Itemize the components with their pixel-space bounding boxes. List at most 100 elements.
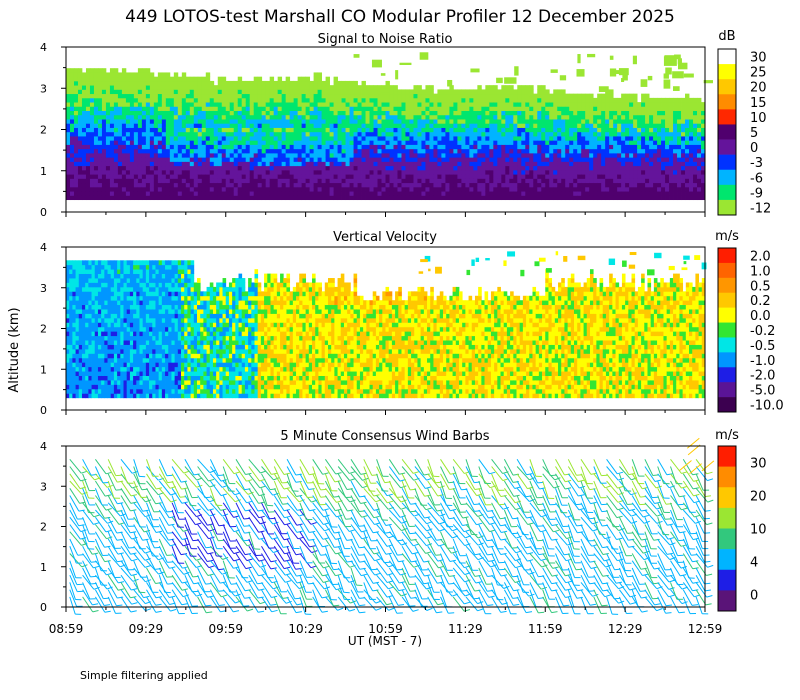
snr-cell (221, 186, 227, 192)
snr-cell (453, 165, 458, 171)
snr-cell (113, 152, 119, 158)
snr-cell (689, 174, 694, 179)
velocity-cell (91, 331, 96, 337)
snr-cell (541, 174, 546, 179)
snr-cell (281, 182, 287, 188)
snr-cell (549, 114, 554, 120)
snr-cell (197, 186, 203, 192)
velocity-cell (104, 326, 108, 332)
snr-cell (445, 114, 450, 120)
snr-cell (169, 127, 175, 133)
snr-cell (601, 119, 606, 124)
snr-cell (433, 110, 438, 116)
velocity-cell (94, 282, 99, 288)
velocity-cell (85, 353, 89, 359)
velocity-cell (110, 269, 115, 274)
snr-cell (433, 106, 438, 111)
snr-cell (517, 93, 522, 99)
velocity-cell (107, 273, 112, 279)
snr-cell (621, 169, 626, 175)
snr-cell (77, 165, 83, 171)
snr-cell (101, 76, 107, 82)
snr-cell (397, 131, 402, 137)
snr-cell (329, 195, 334, 201)
snr-cell (237, 186, 243, 192)
snr-cell (609, 93, 614, 99)
snr-cell (477, 195, 482, 201)
snr-cell (257, 148, 263, 154)
snr-cell (225, 165, 231, 171)
snr-cell (393, 110, 398, 116)
snr-cell (561, 114, 566, 120)
snr-cell (113, 140, 119, 145)
snr-cell (173, 140, 179, 145)
snr-cell (577, 144, 582, 150)
snr-cell (589, 161, 594, 167)
snr-cell (105, 169, 111, 175)
snr-cell (277, 178, 283, 184)
snr-cell (377, 140, 382, 145)
snr-cell (153, 80, 159, 86)
snr-cell (365, 136, 370, 141)
snr-cell (185, 140, 191, 145)
snr-cell (529, 144, 534, 150)
snr-cell (66, 106, 71, 111)
snr-cell (281, 174, 287, 179)
velocity-cell (101, 371, 105, 376)
snr-cell (229, 119, 235, 124)
snr-cell (301, 174, 307, 179)
snr-cell (113, 127, 119, 133)
snr-cell (405, 182, 410, 188)
snr-cell (85, 72, 91, 78)
snr-cell (281, 161, 287, 167)
velocity-cell (81, 357, 86, 363)
snr-cell (101, 152, 107, 158)
snr-cell (573, 114, 578, 120)
snr-cell (413, 127, 418, 133)
snr-cell (97, 93, 103, 99)
snr-cell (177, 157, 183, 162)
snr-cell (73, 72, 79, 78)
snr-cell (193, 195, 199, 201)
snr-cell (81, 114, 87, 120)
snr-cell (473, 152, 478, 158)
snr-cell (681, 195, 686, 201)
snr-cell (165, 136, 171, 141)
snr-cell (221, 97, 227, 103)
snr-cell (261, 157, 267, 162)
snr-cell (241, 152, 247, 158)
snr-cell (397, 165, 402, 171)
snr-cell (417, 106, 422, 111)
snr-cell (133, 157, 139, 162)
snr-cell (485, 174, 490, 179)
snr-cell (261, 182, 267, 188)
snr-cell (453, 97, 458, 103)
snr-cell (85, 76, 91, 82)
snr-cell (513, 140, 518, 145)
snr-cell (213, 136, 219, 141)
snr-cell (205, 110, 211, 116)
snr-cell (237, 182, 243, 188)
velocity-cell (78, 313, 83, 319)
panel-title-wind: 5 Minute Consensus Wind Barbs (280, 429, 489, 444)
snr-cell (513, 123, 518, 128)
snr-cell (241, 136, 247, 141)
snr-cell (197, 182, 203, 188)
snr-cell (473, 123, 478, 128)
snr-cell (665, 140, 670, 145)
snr-cell (261, 178, 267, 184)
snr-cell (525, 136, 530, 141)
snr-cell (85, 157, 91, 162)
snr-cell (245, 80, 251, 86)
snr-cell (401, 136, 406, 141)
snr-cell (585, 186, 590, 192)
snr-cell (66, 123, 71, 128)
snr-cell (245, 161, 251, 167)
snr-cell (613, 186, 618, 192)
snr-cell (137, 80, 143, 86)
snr-cell (397, 93, 402, 99)
snr-cell (69, 80, 75, 86)
snr-cell (257, 195, 263, 201)
snr-cell (493, 165, 498, 171)
snr-cell (633, 148, 638, 154)
